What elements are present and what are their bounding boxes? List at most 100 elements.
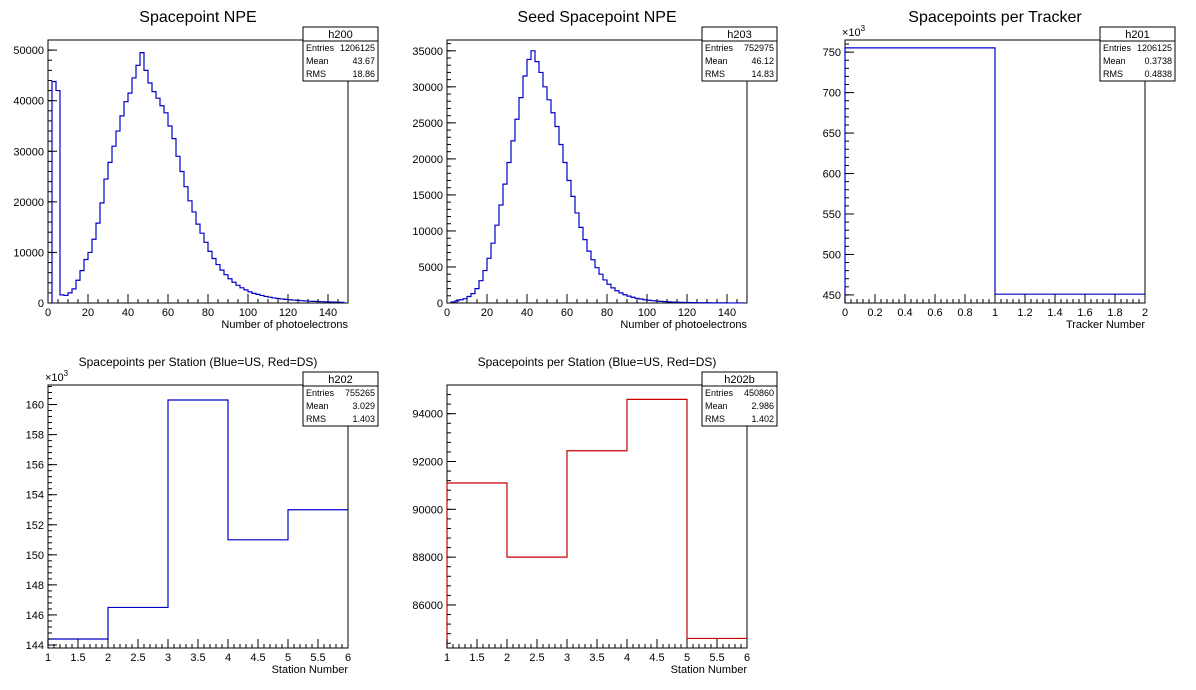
stats-box-title: h203 — [727, 29, 751, 41]
x-tick-label: 2 — [504, 652, 510, 664]
stats-label-rms: RMS — [1103, 69, 1123, 79]
x-tick-label: 1 — [45, 652, 51, 664]
stats-box: h201 Entries 1206125 Mean 0.3738 RMS 0.4838 — [1099, 26, 1176, 82]
y-tick-label: 50000 — [13, 45, 44, 57]
y-tick-label: 148 — [26, 580, 44, 592]
x-tick-label: 1.8 — [1107, 307, 1122, 319]
histogram-series-line — [446, 398, 747, 648]
stats-label-mean: Mean — [705, 56, 728, 66]
stats-box-frame — [701, 26, 778, 82]
histogram-pad-1: Spacepoint NPE 0 20 40 60 80 100 120 140 0 10000 20… — [13, 9, 379, 331]
stats-label-mean: Mean — [306, 56, 329, 66]
x-tick-label: 6 — [345, 652, 351, 664]
x-tick-label: 5.5 — [709, 652, 724, 664]
y-tick-label: 160 — [26, 400, 44, 412]
x-tick-label: 100 — [638, 307, 656, 319]
y-tick-label: 144 — [26, 640, 44, 652]
x-tick-label: 4.5 — [649, 652, 664, 664]
x-tick-label: 140 — [718, 307, 736, 319]
histogram-series-line — [844, 47, 1145, 303]
stats-box-frame — [302, 371, 379, 427]
x-tick-label: 5 — [684, 652, 690, 664]
stats-value-rms: 18.86 — [352, 69, 375, 79]
x-axis-label: Number of photoelectrons — [620, 319, 747, 331]
y-tick-label: 152 — [26, 520, 44, 532]
y-tick-label: 5000 — [419, 262, 443, 274]
x-tick-label: 4 — [624, 652, 630, 664]
x-tick-label: 1.6 — [1077, 307, 1092, 319]
histogram-series-line — [47, 399, 348, 648]
x-tick-label: 2.5 — [130, 652, 145, 664]
stats-label-entries: Entries — [705, 388, 734, 398]
stats-value-mean: 0.3738 — [1144, 56, 1172, 66]
stats-label-entries: Entries — [1103, 43, 1132, 53]
y-tick-label: 600 — [823, 169, 841, 181]
stats-box-frame — [302, 26, 379, 82]
histogram-series-line — [450, 50, 744, 304]
x-tick-label: 4.5 — [250, 652, 265, 664]
stats-value-rms: 0.4838 — [1144, 69, 1172, 79]
stats-box-frame — [1099, 26, 1176, 82]
y-tick-label: 10000 — [13, 247, 44, 259]
x-tick-label: 2 — [1142, 307, 1148, 319]
stats-label-entries: Entries — [306, 388, 335, 398]
x-tick-label: 0 — [45, 307, 51, 319]
x-tick-label: 80 — [202, 307, 214, 319]
y-tick-label: 88000 — [412, 552, 443, 564]
stats-box: h202b Entries 450860 Mean 2.986 RMS 1.402 — [701, 371, 778, 427]
y-tick-label: 450 — [823, 290, 841, 302]
stats-value-entries: 1206125 — [1137, 43, 1172, 53]
x-tick-label: 20 — [481, 307, 493, 319]
chart-title: Seed Spacepoint NPE — [517, 9, 676, 26]
stats-value-rms: 14.83 — [751, 69, 774, 79]
x-tick-label: 120 — [678, 307, 696, 319]
x-tick-label: 140 — [319, 307, 337, 319]
stats-value-rms: 1.403 — [352, 414, 375, 424]
x-axis-label: Number of photoelectrons — [221, 319, 348, 331]
y-tick-label: 15000 — [412, 190, 443, 202]
y-tick-label: 20000 — [13, 197, 44, 209]
stats-box-title: h201 — [1125, 29, 1149, 41]
x-tick-label: 40 — [122, 307, 134, 319]
y-tick-label: 94000 — [412, 409, 443, 421]
y-tick-label: 550 — [823, 209, 841, 221]
y-tick-label: 20000 — [412, 154, 443, 166]
x-tick-label: 5 — [285, 652, 291, 664]
x-tick-label: 0.4 — [897, 307, 912, 319]
x-tick-label: 1 — [992, 307, 998, 319]
chart-title: Spacepoint NPE — [139, 9, 256, 26]
x-tick-label: 60 — [561, 307, 573, 319]
stats-label-rms: RMS — [306, 69, 326, 79]
x-tick-label: 1.4 — [1047, 307, 1062, 319]
x-tick-label: 100 — [239, 307, 257, 319]
x-tick-label: 2.5 — [529, 652, 544, 664]
histogram-series-line — [51, 52, 345, 303]
y-tick-label: 0 — [38, 298, 44, 310]
y-tick-label: 30000 — [13, 146, 44, 158]
x-tick-label: 3.5 — [589, 652, 604, 664]
y-tick-label: 156 — [26, 460, 44, 472]
histogram-pad-5: Spacepoints per Station (Blue=US, Red=DS… — [412, 355, 778, 676]
chart-title: Spacepoints per Station (Blue=US, Red=DS… — [79, 355, 318, 369]
stats-value-entries: 755265 — [345, 388, 375, 398]
stats-box-title: h202 — [328, 374, 352, 386]
stats-value-mean: 43.67 — [352, 56, 375, 66]
y-tick-label: 92000 — [412, 457, 443, 469]
y-tick-label: 25000 — [412, 118, 443, 130]
stats-value-mean: 2.986 — [751, 401, 774, 411]
stats-box-frame — [701, 371, 778, 427]
stats-label-entries: Entries — [705, 43, 734, 53]
y-tick-label: 90000 — [412, 504, 443, 516]
x-tick-label: 1.2 — [1017, 307, 1032, 319]
x-tick-label: 1.5 — [469, 652, 484, 664]
y-tick-label: 30000 — [412, 82, 443, 94]
stats-box: h203 Entries 752975 Mean 46.12 RMS 14.83 — [701, 26, 778, 82]
x-tick-label: 4 — [225, 652, 231, 664]
x-tick-label: 40 — [521, 307, 533, 319]
stats-box-title: h202b — [724, 374, 755, 386]
y-tick-label: 150 — [26, 550, 44, 562]
histogram-pad-2: Seed Spacepoint NPE 0 20 40 60 80 100 120 140 0 50… — [412, 9, 778, 331]
chart-title: Spacepoints per Station (Blue=US, Red=DS… — [478, 355, 717, 369]
y-tick-label: 650 — [823, 128, 841, 140]
x-tick-label: 80 — [601, 307, 613, 319]
